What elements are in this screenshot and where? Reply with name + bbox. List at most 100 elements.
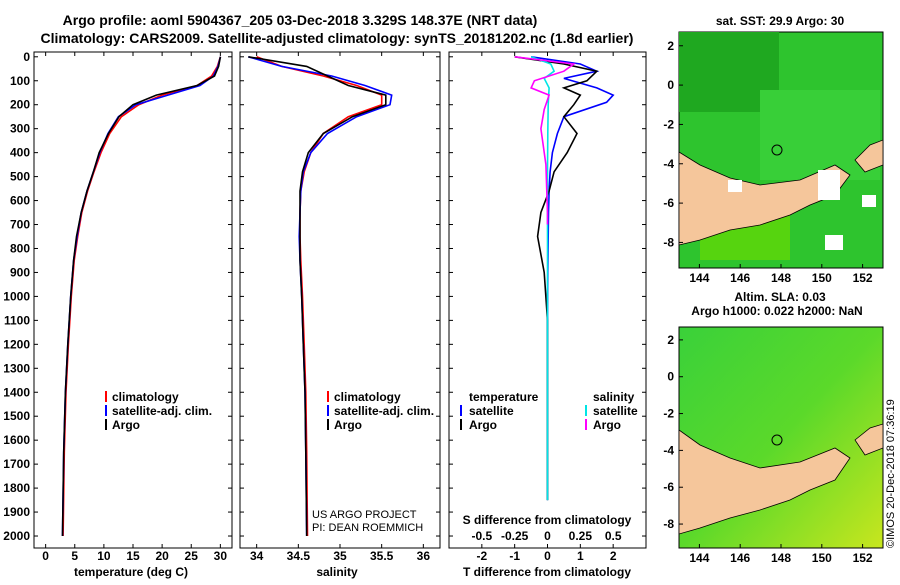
depth-tick-label: 1800 <box>3 481 30 495</box>
sst-map-title: sat. SST: 29.9 Argo: 30 <box>716 14 845 28</box>
land-new-britain <box>854 423 883 456</box>
depth-tick-label: 0 <box>23 50 30 64</box>
depth-tick-label: 1300 <box>3 361 30 375</box>
legend-label-s-satellite: satellite <box>593 404 638 418</box>
depth-tick-label: 400 <box>10 146 30 160</box>
depth-tick-label: 1700 <box>3 457 30 471</box>
depth-tick-label: 1600 <box>3 433 30 447</box>
depth-tick-label: 500 <box>10 170 30 184</box>
sla-map-image <box>679 423 883 535</box>
map-x-tick-label: 152 <box>853 271 873 285</box>
credit-project: US ARGO PROJECT <box>312 509 417 521</box>
difference-legend: temperature salinity satellite Argo sate… <box>460 390 638 432</box>
salinity-panel <box>239 51 441 549</box>
temperature-xlabel: temperature (deg C) <box>74 565 188 579</box>
land-new-guinea <box>679 429 851 535</box>
land-new-britain <box>854 139 883 173</box>
profile-lines <box>61 56 615 537</box>
x-tick-label: 5 <box>71 549 78 563</box>
map-x-tick-label: 144 <box>689 271 709 285</box>
map-x-tick-label: 150 <box>812 271 832 285</box>
map-x-tick-label: 152 <box>853 551 873 565</box>
legend-label-s-argo: Argo <box>593 418 621 432</box>
x-tick-label: 36 <box>417 549 431 563</box>
legend-label-t-argo: Argo <box>469 418 497 432</box>
x-tick-label-top: -0.25 <box>501 529 529 543</box>
sla-map-subtitle: Argo h1000: 0.022 h2000: NaN <box>691 304 862 318</box>
legend-title-salinity: salinity <box>593 390 635 404</box>
legend-swatch-t-satellite <box>460 405 462 416</box>
legend-swatch-satellite <box>105 405 107 416</box>
sst-map-image <box>679 32 883 260</box>
depth-tick-label: 300 <box>10 122 30 136</box>
depth-tick-label: 1500 <box>3 409 30 423</box>
depth-tick-label: 600 <box>10 194 30 208</box>
x-tick-label: 2 <box>610 549 617 563</box>
salinity-legend: climatology satellite-adj. clim. Argo <box>327 390 434 432</box>
sla-map-title: Altim. SLA: 0.03 <box>734 290 826 304</box>
temperature-legend: climatology satellite-adj. clim. Argo <box>105 390 212 432</box>
series-climatology <box>256 56 383 537</box>
sst-missing-data <box>862 195 876 207</box>
figure-title-line1: Argo profile: aoml 5904367_205 03-Dec-20… <box>63 12 538 28</box>
map-y-tick-label: -8 <box>663 517 674 531</box>
x-tick-label-top: 0.5 <box>605 529 622 543</box>
map-y-tick-label: -4 <box>663 443 674 457</box>
x-tick-label: 34 <box>250 549 264 563</box>
legend-swatch-argo <box>105 419 107 430</box>
legend-label-t-satellite: satellite <box>469 404 514 418</box>
legend-title-temperature: temperature <box>469 390 539 404</box>
map-y-tick-label: -2 <box>663 117 674 131</box>
legend-swatch-argo <box>327 419 329 430</box>
depth-tick-label: 1400 <box>3 385 30 399</box>
x-tick-label: 0 <box>42 549 49 563</box>
legend-swatch-climatology <box>327 391 329 402</box>
map-y-tick-label: 2 <box>667 39 674 53</box>
x-tick-label: 20 <box>155 549 169 563</box>
map-axis-ticks: 144 146 148 150 152 2 0 -2 -4 -6 -8 144 146 148 150 152… <box>663 39 873 565</box>
map-x-tick-label: 148 <box>771 271 791 285</box>
x-tick-label: 34.5 <box>287 549 311 563</box>
map-y-tick-label: -4 <box>663 157 674 171</box>
figure-title-line2: Climatology: CARS2009. Satellite-adjuste… <box>41 30 634 46</box>
depth-axis: 0 100 200 300 400 500 600 700 800 900 1000 1100 1200… <box>3 50 646 543</box>
depth-tick-label: 200 <box>10 98 30 112</box>
map-x-tick-label: 146 <box>730 551 750 565</box>
legend-swatch-satellite <box>327 405 329 416</box>
credit-pi: PI: DEAN ROEMMICH <box>312 522 423 534</box>
x-tick-label-top: 0 <box>544 529 551 543</box>
legend-label-satellite: satellite-adj. clim. <box>112 404 212 418</box>
legend-label-satellite: satellite-adj. clim. <box>334 404 434 418</box>
depth-tick-label: 800 <box>10 241 30 255</box>
x-tick-label: 1 <box>577 549 584 563</box>
x-axis-ticks: 0 5 10 15 20 25 30 34 34.5 35 35.5 36 -2 -1 0 1 2 -0.5 -0.… <box>42 52 622 563</box>
map-y-tick-label: -6 <box>663 196 674 210</box>
x-tick-label: 30 <box>214 549 228 563</box>
map-x-tick-label: 150 <box>812 551 832 565</box>
legend-label-argo: Argo <box>112 418 140 432</box>
x-tick-label: -2 <box>476 549 487 563</box>
depth-tick-label: 1100 <box>4 313 30 327</box>
legend-label-climatology: climatology <box>334 390 401 404</box>
map-x-tick-label: 144 <box>689 551 709 565</box>
map-x-tick-label: 146 <box>730 271 750 285</box>
x-tick-label: -1 <box>509 549 520 563</box>
legend-swatch-t-argo <box>460 419 462 430</box>
map-y-tick-label: -2 <box>663 407 674 421</box>
map-y-tick-label: 0 <box>667 78 674 92</box>
series-argo <box>61 56 222 537</box>
sst-missing-data <box>818 170 840 200</box>
sla-float-marker <box>771 434 783 446</box>
depth-tick-label: 900 <box>10 265 30 279</box>
map-y-tick-label: 0 <box>667 370 674 384</box>
x-tick-label: 35 <box>333 549 347 563</box>
map-y-tick-label: 2 <box>667 333 674 347</box>
x-tick-label-top: -0.5 <box>471 529 492 543</box>
x-tick-label: 25 <box>185 549 199 563</box>
sst-missing-data <box>825 235 843 250</box>
depth-tick-label: 100 <box>10 74 30 88</box>
legend-swatch-climatology <box>105 391 107 402</box>
map-x-tick-label: 148 <box>771 551 791 565</box>
salinity-xlabel: salinity <box>316 565 358 579</box>
